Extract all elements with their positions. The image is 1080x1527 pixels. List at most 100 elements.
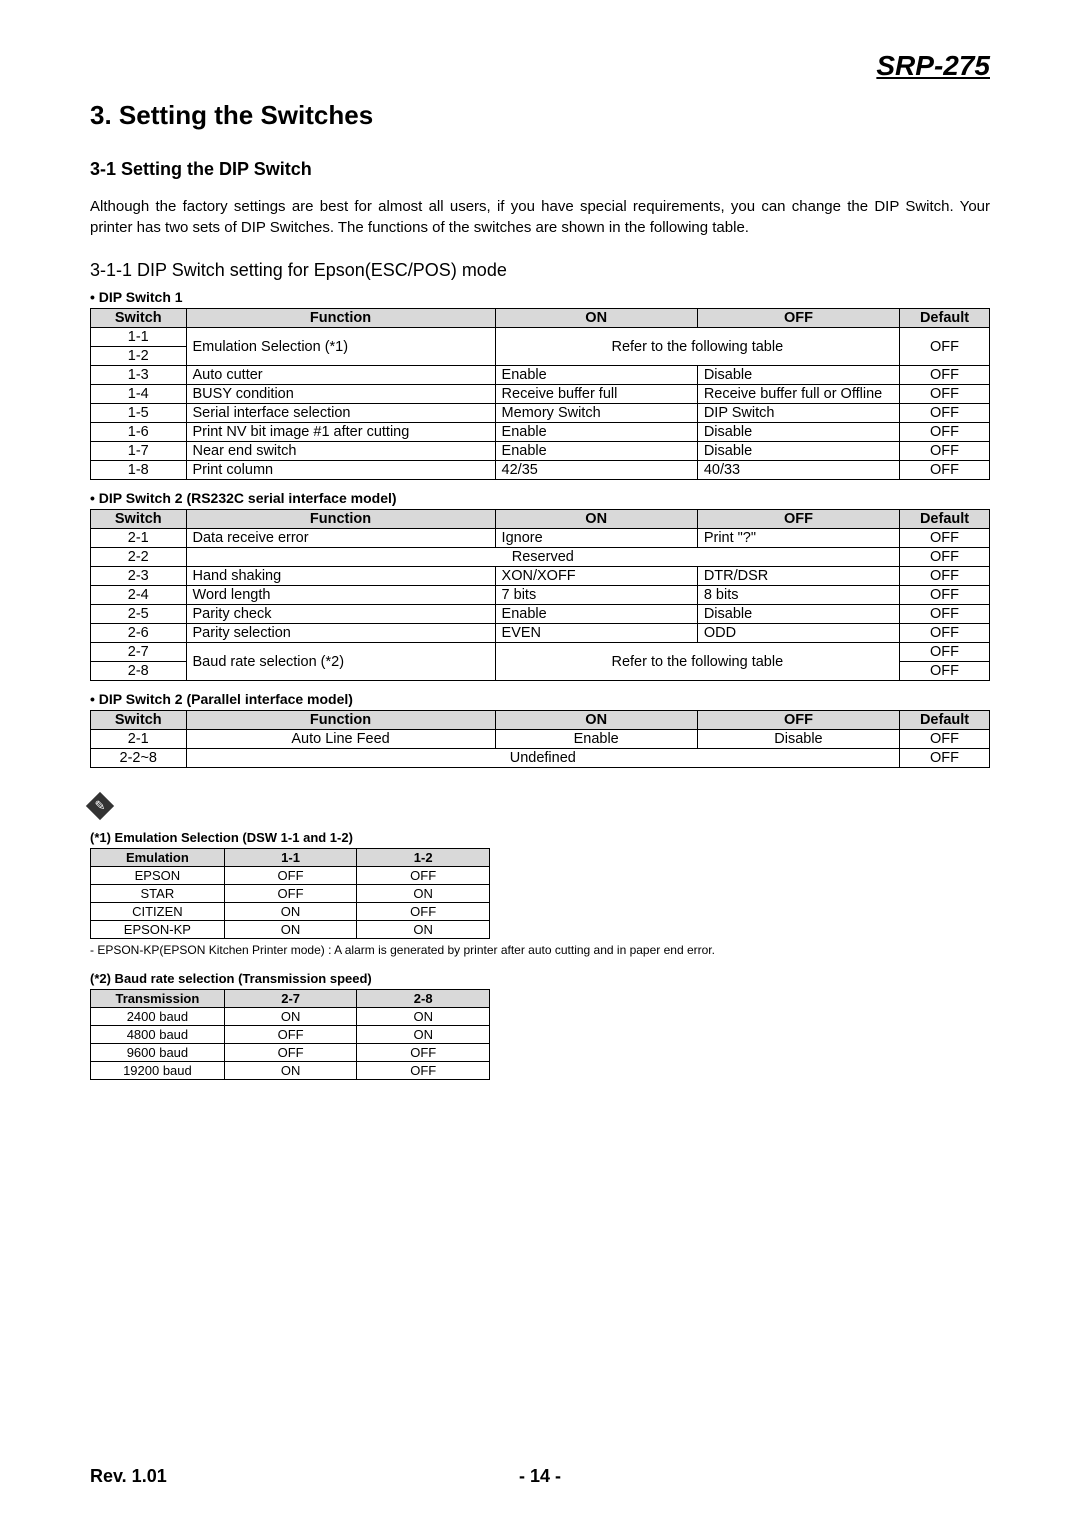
col-switch: Switch	[91, 711, 187, 730]
note-icon-wrap: ✎	[90, 796, 990, 816]
table-row: 2-4 Word length 7 bits 8 bits OFF	[91, 586, 990, 605]
table-header-row: Switch Function ON OFF Default	[91, 711, 990, 730]
table-row: 2-6 Parity selection EVEN ODD OFF	[91, 624, 990, 643]
cell: 1-6	[91, 423, 187, 442]
cell: Disable	[697, 366, 899, 385]
cell: 9600 baud	[91, 1044, 225, 1062]
intro-paragraph: Although the factory settings are best f…	[90, 196, 990, 238]
cell: STAR	[91, 885, 225, 903]
cell: 2-5	[91, 605, 187, 624]
cell: Memory Switch	[495, 404, 697, 423]
cell: OFF	[900, 730, 990, 749]
table-row: 1-4 BUSY condition Receive buffer full R…	[91, 385, 990, 404]
cell: 2-1	[91, 730, 187, 749]
cell: OFF	[900, 529, 990, 548]
cell: Auto cutter	[186, 366, 495, 385]
cell: Reserved	[186, 548, 900, 567]
cell: 40/33	[697, 461, 899, 480]
cell: Refer to the following table	[495, 328, 900, 366]
table-header-row: Switch Function ON OFF Default	[91, 309, 990, 328]
col-switch: Switch	[91, 309, 187, 328]
col-on: ON	[495, 510, 697, 529]
cell: Auto Line Feed	[186, 730, 495, 749]
cell: OFF	[900, 366, 990, 385]
cell: 1-8	[91, 461, 187, 480]
cell: OFF	[357, 1044, 490, 1062]
dip2b-table: Switch Function ON OFF Default 2-1 Auto …	[90, 710, 990, 768]
cell: Hand shaking	[186, 567, 495, 586]
col-default: Default	[900, 711, 990, 730]
table-row: 2-2~8 Undefined OFF	[91, 749, 990, 768]
col-2-8: 2-8	[357, 990, 490, 1008]
cell: Emulation Selection (*1)	[186, 328, 495, 366]
cell: OFF	[224, 1044, 357, 1062]
table-header-row: Emulation 1-1 1-2	[91, 849, 490, 867]
cell: ON	[357, 885, 490, 903]
cell: Undefined	[186, 749, 900, 768]
cell: ODD	[697, 624, 899, 643]
cell: Ignore	[495, 529, 697, 548]
cell: 2-4	[91, 586, 187, 605]
table-row: 1-8 Print column 42/35 40/33 OFF	[91, 461, 990, 480]
document-model-header: SRP-275	[90, 50, 990, 82]
cell: OFF	[900, 749, 990, 768]
cell: OFF	[224, 885, 357, 903]
cell: Word length	[186, 586, 495, 605]
cell: EPSON-KP	[91, 921, 225, 939]
cell: Serial interface selection	[186, 404, 495, 423]
cell: Data receive error	[186, 529, 495, 548]
baud-table: Transmission 2-7 2-8 2400 baudONON 4800 …	[90, 989, 490, 1080]
cell: Parity selection	[186, 624, 495, 643]
table-row: 19200 baudONOFF	[91, 1062, 490, 1080]
cell: 2-1	[91, 529, 187, 548]
cell: OFF	[900, 624, 990, 643]
cell: 2-3	[91, 567, 187, 586]
cell: Enable	[495, 730, 697, 749]
cell: ON	[357, 921, 490, 939]
dip2b-heading: • DIP Switch 2 (Parallel interface model…	[90, 691, 990, 707]
cell: EVEN	[495, 624, 697, 643]
table-row: 1-1 Emulation Selection (*1) Refer to th…	[91, 328, 990, 347]
col-2-7: 2-7	[224, 990, 357, 1008]
dip2a-table: Switch Function ON OFF Default 2-1 Data …	[90, 509, 990, 681]
col-switch: Switch	[91, 510, 187, 529]
cell: OFF	[900, 385, 990, 404]
cell: OFF	[900, 662, 990, 681]
cell: OFF	[900, 461, 990, 480]
cell: Print column	[186, 461, 495, 480]
cell: Enable	[495, 442, 697, 461]
cell: 2-7	[91, 643, 187, 662]
cell: Disable	[697, 605, 899, 624]
table-row: 4800 baudOFFON	[91, 1026, 490, 1044]
col-default: Default	[900, 309, 990, 328]
cell: 19200 baud	[91, 1062, 225, 1080]
table-row: 2-1 Data receive error Ignore Print "?" …	[91, 529, 990, 548]
cell: OFF	[900, 328, 990, 366]
cell: ON	[357, 1008, 490, 1026]
cell: 2-8	[91, 662, 187, 681]
table-row: 2-7 Baud rate selection (*2) Refer to th…	[91, 643, 990, 662]
cell: OFF	[900, 586, 990, 605]
table-row: 2-2 Reserved OFF	[91, 548, 990, 567]
cell: Disable	[697, 423, 899, 442]
table-row: 2-5 Parity check Enable Disable OFF	[91, 605, 990, 624]
table-row: CITIZENONOFF	[91, 903, 490, 921]
cell: ON	[357, 1026, 490, 1044]
col-function: Function	[186, 711, 495, 730]
cell: BUSY condition	[186, 385, 495, 404]
emulation-footnote: - EPSON-KP(EPSON Kitchen Printer mode) :…	[90, 943, 990, 957]
col-default: Default	[900, 510, 990, 529]
table-row: 9600 baudOFFOFF	[91, 1044, 490, 1062]
cell: 8 bits	[697, 586, 899, 605]
table-row: 1-7 Near end switch Enable Disable OFF	[91, 442, 990, 461]
cell: 42/35	[495, 461, 697, 480]
cell: OFF	[900, 643, 990, 662]
cell: Enable	[495, 605, 697, 624]
cell: 2400 baud	[91, 1008, 225, 1026]
cell: OFF	[900, 423, 990, 442]
cell: 7 bits	[495, 586, 697, 605]
cell: OFF	[357, 903, 490, 921]
emulation-table: Emulation 1-1 1-2 EPSONOFFOFF STAROFFON …	[90, 848, 490, 939]
note-icon: ✎	[86, 792, 114, 820]
cell: 4800 baud	[91, 1026, 225, 1044]
